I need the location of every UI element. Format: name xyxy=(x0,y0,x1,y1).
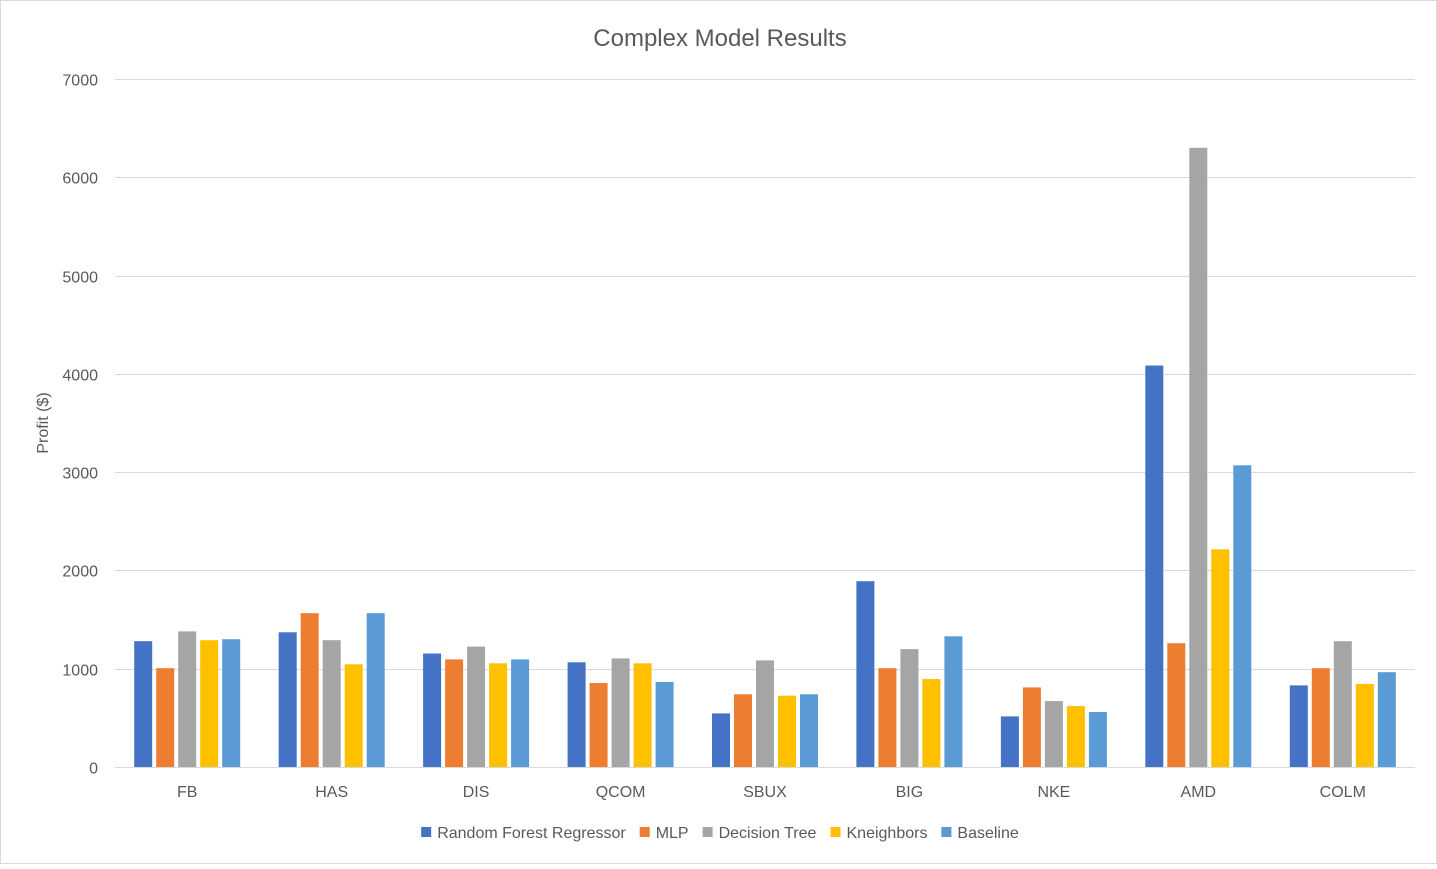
y-tick-label: 1000 xyxy=(62,663,98,680)
bar-nke-mlp xyxy=(1022,687,1041,767)
x-tick-label: DIS xyxy=(463,784,490,801)
y-tick-label: 0 xyxy=(89,761,98,778)
bar-has-random-forest-regressor xyxy=(278,632,297,767)
legend-swatch xyxy=(702,827,713,837)
bar-qcom-decision-tree xyxy=(611,658,630,767)
y-tick-label: 5000 xyxy=(62,270,98,287)
bar-colm-mlp xyxy=(1311,668,1330,767)
legend-swatch xyxy=(421,827,432,837)
bar-amd-random-forest-regressor xyxy=(1145,365,1164,767)
bar-fb-decision-tree xyxy=(178,631,197,767)
bar-big-baseline xyxy=(944,636,963,767)
bar-big-decision-tree xyxy=(900,649,919,767)
bar-sbux-random-forest-regressor xyxy=(712,713,730,767)
bar-qcom-baseline xyxy=(655,682,674,767)
legend-label: MLP xyxy=(656,825,689,842)
y-tick-label: 6000 xyxy=(62,171,98,188)
y-tick-label: 2000 xyxy=(62,564,98,581)
x-tick-label: BIG xyxy=(896,784,924,801)
legend-label: Baseline xyxy=(957,825,1018,842)
y-axis-ticks: 0 1000 2000 3000 4000 5000 6000 7000 xyxy=(62,73,98,778)
bar-fb-baseline xyxy=(222,639,241,767)
bar-big-random-forest-regressor xyxy=(856,581,875,767)
bar-colm-baseline xyxy=(1377,672,1396,767)
bar-amd-decision-tree xyxy=(1189,147,1208,768)
legend-item: Random Forest Regressor xyxy=(421,825,626,842)
chart-title: Complex Model Results xyxy=(593,25,846,52)
legend-item: Decision Tree xyxy=(702,825,817,842)
x-tick-label: SBUX xyxy=(743,784,787,801)
bar-sbux-mlp xyxy=(734,694,752,767)
bar-dis-mlp xyxy=(445,659,464,767)
legend-label: Random Forest Regressor xyxy=(437,825,626,842)
bar-big-mlp xyxy=(878,668,897,767)
bar-fb-mlp xyxy=(156,668,175,767)
bar-has-decision-tree xyxy=(322,640,341,767)
legend-swatch xyxy=(639,827,650,837)
legend-label: Decision Tree xyxy=(719,825,817,842)
bar-nke-kneighbors xyxy=(1066,706,1085,767)
x-tick-label: COLM xyxy=(1320,784,1366,801)
bars xyxy=(134,147,1396,768)
bar-nke-decision-tree xyxy=(1044,701,1063,767)
x-tick-label: QCOM xyxy=(596,784,646,801)
bar-has-baseline xyxy=(366,613,385,767)
bar-amd-baseline xyxy=(1233,465,1252,767)
bar-colm-decision-tree xyxy=(1333,641,1352,767)
x-tick-label: HAS xyxy=(315,784,348,801)
y-tick-label: 7000 xyxy=(62,73,98,90)
legend-swatch xyxy=(830,827,841,837)
legend-item: Kneighbors xyxy=(830,825,928,842)
bar-dis-baseline xyxy=(511,659,530,767)
legend-item: Baseline xyxy=(941,825,1019,842)
x-tick-label: FB xyxy=(177,784,197,801)
bar-amd-mlp xyxy=(1167,643,1186,767)
bar-nke-random-forest-regressor xyxy=(1000,716,1019,767)
y-tick-label: 4000 xyxy=(62,368,98,385)
legend-item: MLP xyxy=(639,825,689,842)
x-axis-ticks: FB HAS DIS QCOM SBUX BIG NKE AMD COLM xyxy=(177,784,1366,801)
bar-colm-kneighbors xyxy=(1355,683,1374,767)
legend-label: Kneighbors xyxy=(847,825,928,842)
y-axis-title: Profit ($) xyxy=(35,392,52,453)
bar-qcom-mlp xyxy=(589,683,608,767)
bar-dis-kneighbors xyxy=(489,663,508,767)
bar-fb-random-forest-regressor xyxy=(134,641,153,767)
bar-qcom-kneighbors xyxy=(633,663,652,767)
bar-nke-baseline xyxy=(1088,712,1107,767)
bar-has-mlp xyxy=(300,613,319,767)
bar-qcom-random-forest-regressor xyxy=(567,662,586,767)
legend: Random Forest Regressor MLP Decision Tree K… xyxy=(421,825,1019,842)
bar-sbux-decision-tree xyxy=(756,660,774,767)
bar-colm-random-forest-regressor xyxy=(1289,685,1308,767)
bar-sbux-kneighbors xyxy=(778,695,796,767)
bar-fb-kneighbors xyxy=(200,640,219,767)
legend-swatch xyxy=(941,827,952,837)
x-tick-label: AMD xyxy=(1181,784,1217,801)
y-tick-label: 3000 xyxy=(62,466,98,483)
bar-amd-kneighbors xyxy=(1211,549,1230,767)
bar-sbux-baseline xyxy=(800,694,818,767)
bar-has-kneighbors xyxy=(344,664,363,767)
bar-dis-random-forest-regressor xyxy=(423,653,442,767)
bar-big-kneighbors xyxy=(922,679,941,767)
x-tick-label: NKE xyxy=(1037,784,1070,801)
bar-dis-decision-tree xyxy=(467,646,486,767)
